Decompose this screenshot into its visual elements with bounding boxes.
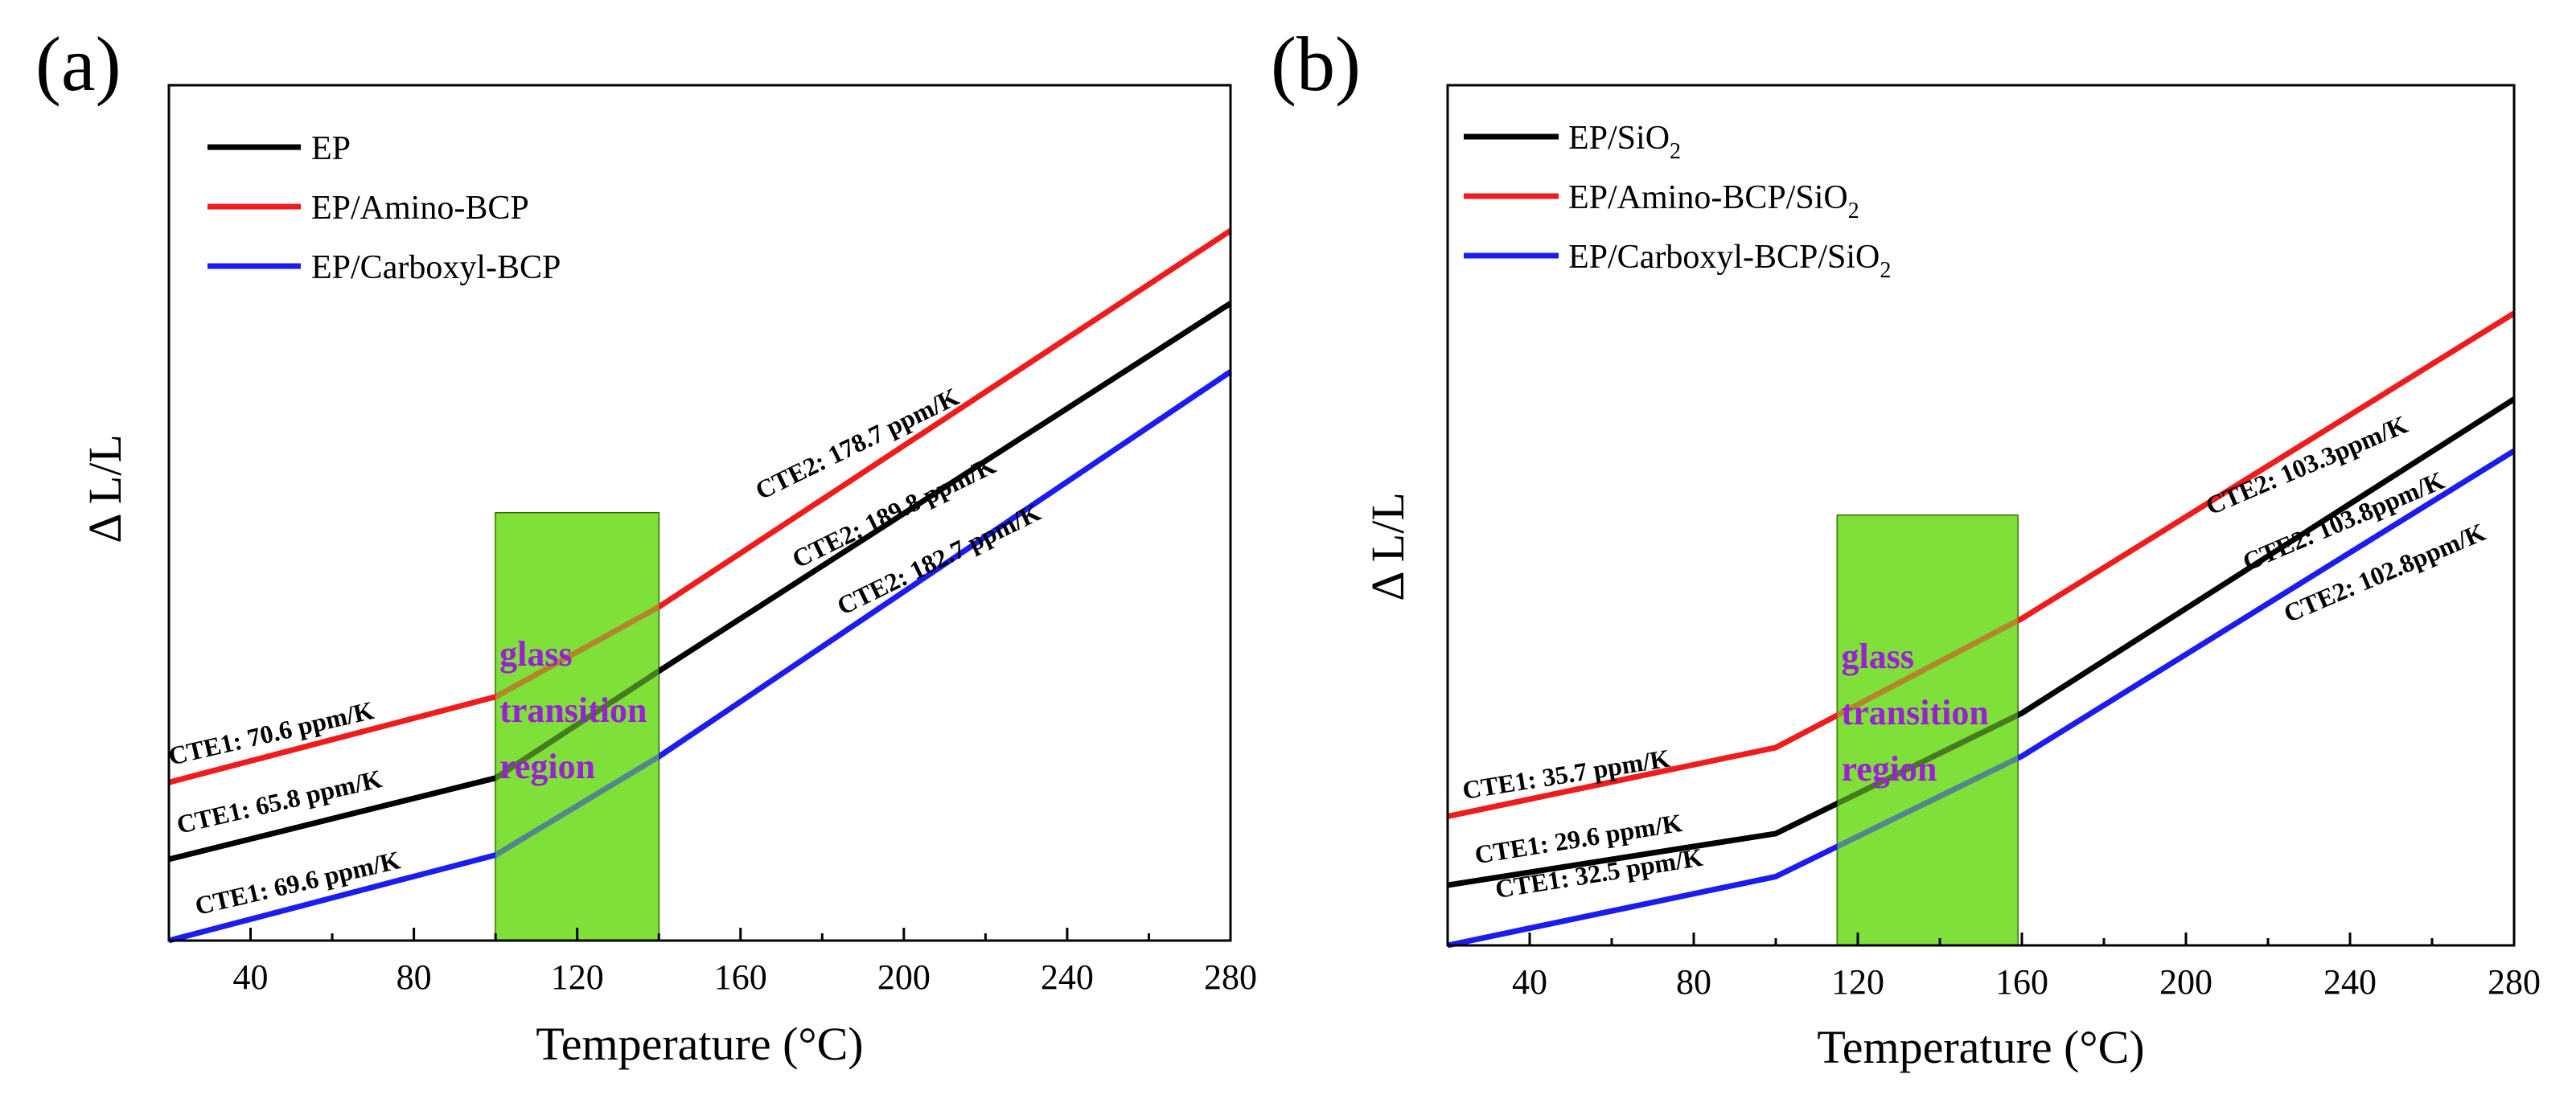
plot-frame [167,84,1232,942]
legend-entry-label: EP/SiO [1568,120,1670,157]
chart-panel-b: glass transition region 40 80 120 160 200 240 280… [1271,21,2541,1073]
legend-entry-label: EP/Amino-BCP/SiO [1568,179,1848,216]
x-tick-label: 80 [1676,962,1711,1002]
panel-label: (a) [35,21,121,107]
legend-entry: EP/SiO2 [1568,120,1681,164]
legend-entry-subscript: 2 [1670,139,1681,164]
legend-entry-label: EP/Carboxyl-BCP [311,249,561,286]
x-tick-label: 160 [1995,962,2048,1002]
x-tick-label: 280 [1204,957,1257,997]
glass-transition-overlay [1837,515,2018,945]
x-axis-title: Temperature (°C) [1817,1021,2144,1073]
x-tick-label: 40 [1512,962,1547,1002]
legend-entry-subscript: 2 [1848,199,1859,223]
x-tick-label: 120 [551,957,604,997]
x-tick-label: 160 [714,957,767,997]
region-label-line: region [1842,749,1937,789]
series-line-ep-amino-bcp [168,228,1232,785]
region-label-line: transition [1842,693,1989,732]
series-line-ep-carboxyl-bcp [168,369,1232,944]
x-tick-label: 200 [2159,962,2212,1002]
legend-entry-label: EP/Amino-BCP [311,190,529,227]
legend-entry: EP/Carboxyl-BCP/SiO2 [1568,239,1891,283]
plot-frame [1446,84,2516,947]
legend: EP/SiO2EP/Amino-BCP/SiO2EP/Carboxyl-BCP/… [1464,120,1891,283]
legend-entry-label: EP [311,130,351,167]
legend-entry: EP/Carboxyl-BCP [311,249,561,286]
region-label-line: region [499,747,595,786]
region-label-line: transition [499,691,647,730]
cte-annotation: CTE1: 35.7 ppm/K [1461,744,1672,805]
legend: EP EP/Amino-BCP EP/Carboxyl-BCP [207,130,561,286]
x-tick-label: 80 [396,957,432,997]
glass-transition-overlay [495,513,659,941]
y-axis-title: Δ L/L [79,434,131,543]
x-tick-label: 240 [2323,962,2377,1002]
y-axis-title: Δ L/L [1362,492,1414,601]
panel-label: (b) [1271,21,1361,107]
legend-entry-subscript: 2 [1880,258,1891,283]
x-tick-label: 240 [1041,957,1094,997]
x-tick-label: 40 [233,957,269,997]
cte-annotation: CTE1: 70.6 ppm/K [166,695,376,771]
x-axis-title: Temperature (°C) [536,1018,863,1070]
x-tick-label: 280 [2488,962,2541,1002]
region-label-line: glass [1842,637,1914,676]
region-label-line: glass [499,634,572,674]
legend-entry-label: EP/Carboxyl-BCP/SiO [1568,239,1880,276]
chart-panel-a: glass transition region 40 80 120 160 200 240 280… [35,21,1257,1070]
legend-entry: EP/Amino-BCP/SiO2 [1568,179,1859,223]
x-tick-label: 200 [877,957,931,997]
x-tick-label: 120 [1831,962,1884,1002]
legend-entry: EP [311,130,351,167]
legend-entry: EP/Amino-BCP [311,190,529,227]
